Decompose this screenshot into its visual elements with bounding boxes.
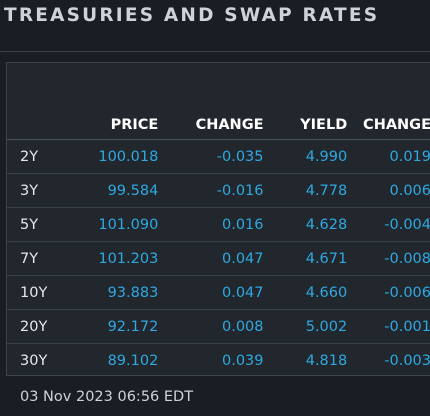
table-row[interactable]: 3Y 99.584 -0.016 4.778 0.006 — [7, 173, 430, 208]
cell-price-change: 0.008 — [158, 309, 264, 344]
table-row[interactable]: 10Y 93.883 0.047 4.660 -0.006 — [7, 275, 430, 310]
cell-yield-change: 0.006 — [347, 173, 430, 208]
cell-price-change: 0.039 — [158, 343, 264, 377]
cell-price: 92.172 — [71, 309, 159, 344]
table-row[interactable]: 5Y 101.090 0.016 4.628 -0.004 — [7, 207, 430, 242]
cell-yield-change: 0.019 — [347, 139, 430, 174]
cell-price: 101.090 — [71, 207, 159, 242]
timestamp: 03 Nov 2023 06:56 EDT — [20, 389, 194, 405]
cell-yield: 4.818 — [263, 343, 348, 377]
cell-tenor: 20Y — [7, 309, 72, 344]
cell-yield-change: -0.001 — [347, 309, 430, 344]
cell-tenor: 5Y — [7, 207, 72, 242]
cell-tenor: 7Y — [7, 241, 72, 276]
header-tenor — [7, 111, 71, 140]
page-title: TREASURIES AND SWAP RATES — [4, 5, 380, 26]
table-row[interactable]: 7Y 101.203 0.047 4.671 -0.008 — [7, 241, 430, 276]
cell-yield: 4.671 — [263, 241, 348, 276]
cell-tenor: 3Y — [7, 173, 72, 208]
rates-panel: PRICE CHANGE YIELD CHANGE 2Y 100.018 -0.03… — [6, 62, 430, 377]
cell-price-change: 0.047 — [158, 275, 264, 310]
cell-yield-change: -0.008 — [347, 241, 430, 276]
cell-price: 101.203 — [71, 241, 159, 276]
cell-price: 89.102 — [71, 343, 159, 377]
cell-tenor: 2Y — [7, 139, 72, 174]
cell-yield-change: -0.003 — [347, 343, 430, 377]
table-row[interactable]: 30Y 89.102 0.039 4.818 -0.003 — [7, 343, 430, 377]
cell-yield-change: -0.006 — [347, 275, 430, 310]
cell-yield: 5.002 — [263, 309, 348, 344]
cell-yield: 4.778 — [263, 173, 348, 208]
table-row[interactable]: 2Y 100.018 -0.035 4.990 0.019 — [7, 139, 430, 174]
table-header-row: PRICE CHANGE YIELD CHANGE — [7, 111, 430, 140]
cell-price-change: 0.047 — [158, 241, 264, 276]
cell-tenor: 10Y — [7, 275, 72, 310]
title-divider — [0, 51, 430, 52]
header-yield: YIELD — [300, 117, 348, 133]
cell-price: 100.018 — [71, 139, 159, 174]
cell-price: 99.584 — [71, 173, 159, 208]
table-row[interactable]: 20Y 92.172 0.008 5.002 -0.001 — [7, 309, 430, 344]
cell-yield-change: -0.004 — [347, 207, 430, 242]
header-price-change: CHANGE — [195, 117, 264, 133]
cell-tenor: 30Y — [7, 343, 72, 377]
header-yield-change: CHANGE — [363, 117, 430, 133]
cell-price-change: 0.016 — [158, 207, 264, 242]
header-price: PRICE — [110, 117, 159, 133]
cell-yield: 4.660 — [263, 275, 348, 310]
cell-yield: 4.990 — [263, 139, 348, 174]
cell-price: 93.883 — [71, 275, 159, 310]
rates-table: PRICE CHANGE YIELD CHANGE 2Y 100.018 -0.03… — [7, 111, 430, 377]
cell-price-change: -0.016 — [158, 173, 264, 208]
cell-price-change: -0.035 — [158, 139, 264, 174]
cell-yield: 4.628 — [263, 207, 348, 242]
